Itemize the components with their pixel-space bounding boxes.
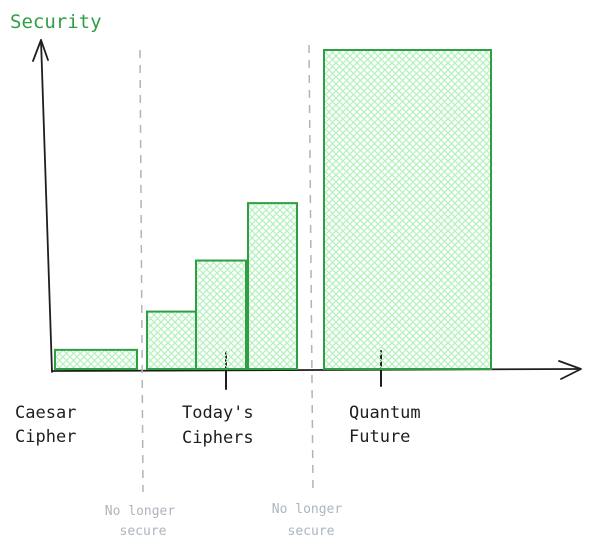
bar-4 bbox=[247, 202, 298, 370]
x-label-quantum-future: Quantum Future bbox=[349, 403, 421, 447]
divider-line-1 bbox=[139, 49, 144, 493]
y-axis-label: Security bbox=[10, 11, 102, 33]
x-label-line: Ciphers bbox=[182, 428, 254, 448]
x-label-line: Cipher bbox=[15, 427, 76, 447]
annotation-no-longer-secure-2: No longer secure bbox=[272, 502, 343, 539]
annotation-line: No longer bbox=[272, 502, 343, 517]
bar-5 bbox=[323, 49, 492, 370]
bar-2 bbox=[146, 310, 197, 370]
annotation-line: secure bbox=[120, 524, 167, 539]
x-label-caesar-cipher: Caesar Cipher bbox=[15, 403, 76, 447]
y-axis bbox=[32, 39, 53, 373]
annotation-line: secure bbox=[288, 524, 335, 539]
x-label-line: Today's bbox=[182, 403, 254, 423]
divider-line-2 bbox=[308, 44, 314, 493]
bar-3 bbox=[195, 259, 247, 371]
x-label-line: Quantum bbox=[349, 403, 421, 423]
x-label-line: Future bbox=[349, 427, 410, 447]
annotation-no-longer-secure-1: No longer secure bbox=[105, 504, 176, 539]
bar-1 bbox=[54, 348, 138, 370]
annotation-line: No longer bbox=[105, 504, 176, 519]
bars bbox=[54, 49, 492, 371]
x-label-line: Caesar bbox=[15, 403, 76, 423]
x-label-todays-ciphers: Today's Ciphers bbox=[182, 403, 254, 448]
